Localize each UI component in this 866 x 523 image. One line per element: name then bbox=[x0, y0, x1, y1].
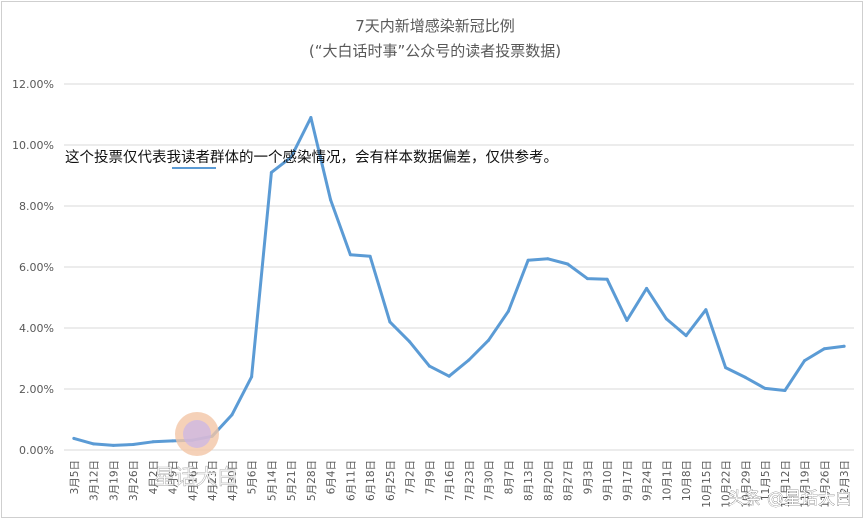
x-tick-label: 11月5日 bbox=[760, 460, 772, 501]
data-point bbox=[684, 334, 688, 338]
x-tick-label: 7月23日 bbox=[464, 460, 476, 501]
data-point bbox=[664, 317, 668, 321]
x-tick-label: 3月5日 bbox=[69, 460, 81, 494]
x-tick-label: 4月16日 bbox=[187, 460, 199, 501]
chart-title: 7天内新增感染新冠比例 bbox=[355, 17, 515, 35]
survey-note: 这个投票仅代表我读者群体的一个感染情况，会有样本数据偏差，仅供参考。 bbox=[65, 149, 558, 166]
data-point bbox=[111, 443, 115, 447]
x-tick-label: 8月20日 bbox=[543, 460, 555, 501]
x-tick-label: 8月27日 bbox=[563, 460, 575, 501]
x-tick-label: 5月28日 bbox=[306, 460, 318, 501]
data-point bbox=[743, 375, 747, 379]
data-point bbox=[368, 254, 372, 258]
watermark-text: 星话大白 bbox=[154, 465, 238, 489]
x-tick-label: 3月19日 bbox=[108, 460, 120, 501]
attribution-text: 头条 @星话大白 bbox=[728, 489, 852, 509]
data-point bbox=[566, 262, 570, 266]
data-point bbox=[171, 439, 175, 443]
y-tick-label: 6.00% bbox=[19, 261, 54, 274]
series-line bbox=[72, 116, 846, 447]
data-point bbox=[250, 375, 254, 379]
x-tick-label: 7月16日 bbox=[444, 460, 456, 501]
x-tick-label: 5月14日 bbox=[266, 460, 278, 501]
data-point bbox=[151, 440, 155, 444]
data-point bbox=[289, 155, 293, 159]
x-tick-label: 7月2日 bbox=[405, 460, 417, 494]
data-point bbox=[230, 413, 234, 417]
data-point bbox=[467, 358, 471, 362]
x-tick-label: 10月8日 bbox=[681, 460, 693, 501]
x-tick-label: 11月19日 bbox=[800, 460, 812, 508]
x-tick-label: 7月30日 bbox=[484, 460, 496, 501]
x-tick-label: 4月23日 bbox=[207, 460, 219, 501]
y-tick-label: 4.00% bbox=[19, 322, 54, 335]
data-point bbox=[625, 318, 629, 322]
data-point bbox=[447, 374, 451, 378]
data-point bbox=[546, 257, 550, 261]
x-tick-label: 3月26日 bbox=[128, 460, 140, 501]
x-tick-label: 9月17日 bbox=[622, 460, 634, 501]
x-tick-label: 7月9日 bbox=[424, 460, 436, 494]
x-tick-label: 9月10日 bbox=[602, 460, 614, 501]
x-tick-label: 6月18日 bbox=[365, 460, 377, 501]
x-tick-label: 3月12日 bbox=[89, 460, 101, 501]
data-point bbox=[72, 436, 76, 440]
chart-subtitle: (“大白话时事”公众号的读者投票数据) bbox=[309, 42, 561, 60]
x-tick-label: 10月29日 bbox=[740, 460, 752, 508]
data-point bbox=[526, 258, 530, 262]
data-point bbox=[822, 347, 826, 351]
y-tick-label: 2.00% bbox=[19, 383, 54, 396]
data-point bbox=[309, 116, 313, 120]
data-point bbox=[427, 364, 431, 368]
data-point bbox=[842, 344, 846, 348]
x-tick-label: 12月3日 bbox=[839, 460, 851, 501]
data-point bbox=[408, 340, 412, 344]
data-point bbox=[131, 443, 135, 447]
x-tick-label: 8月13日 bbox=[523, 460, 535, 501]
x-tick-label: 9月24日 bbox=[642, 460, 654, 501]
data-point bbox=[724, 366, 728, 370]
x-tick-label: 6月4日 bbox=[326, 460, 338, 494]
x-tick-label: 6月11日 bbox=[345, 460, 357, 501]
data-point bbox=[763, 386, 767, 390]
data-point bbox=[645, 286, 649, 290]
data-point bbox=[348, 253, 352, 257]
data-point bbox=[388, 320, 392, 324]
data-point bbox=[329, 198, 333, 202]
x-tick-label: 6月25日 bbox=[385, 460, 397, 501]
data-point bbox=[704, 308, 708, 312]
x-tick-label: 5月21日 bbox=[286, 460, 298, 501]
data-point bbox=[605, 277, 609, 281]
y-tick-label: 0.00% bbox=[19, 444, 54, 457]
data-point bbox=[803, 359, 807, 363]
y-tick-label: 12.00% bbox=[12, 78, 54, 91]
data-point bbox=[92, 442, 96, 446]
x-tick-label: 4月30日 bbox=[227, 460, 239, 501]
y-axis-ticks: 0.00% 2.00% 4.00% 6.00% 8.00% 10.00% 12.00% bbox=[12, 78, 54, 457]
y-tick-label: 10.00% bbox=[12, 139, 54, 152]
x-axis-ticks: 3月5日 3月12日 3月19日 3月26日 4月2日 4月9日 4月16日 4月23日 4月3… bbox=[69, 460, 851, 508]
x-tick-label: 10月15日 bbox=[701, 460, 713, 508]
x-tick-label: 8月7日 bbox=[503, 460, 515, 494]
data-point bbox=[783, 389, 787, 393]
x-tick-label: 11月12日 bbox=[780, 460, 792, 508]
watermark: 星话大白 bbox=[154, 412, 238, 489]
y-tick-label: 8.00% bbox=[19, 200, 54, 213]
data-point bbox=[585, 277, 589, 281]
data-point bbox=[506, 309, 510, 313]
data-point bbox=[487, 338, 491, 342]
data-point bbox=[269, 170, 273, 174]
x-tick-label: 4月2日 bbox=[148, 460, 160, 494]
x-tick-label: 4月9日 bbox=[168, 460, 180, 494]
x-tick-label: 10月1日 bbox=[661, 460, 673, 501]
x-tick-label: 9月3日 bbox=[582, 460, 594, 494]
watermark-logo-inner-icon bbox=[183, 420, 211, 448]
x-tick-label: 10月22日 bbox=[721, 460, 733, 508]
x-tick-label: 5月6日 bbox=[247, 460, 259, 494]
gridlines bbox=[64, 83, 854, 451]
x-tick-label: 11月26日 bbox=[819, 460, 831, 508]
